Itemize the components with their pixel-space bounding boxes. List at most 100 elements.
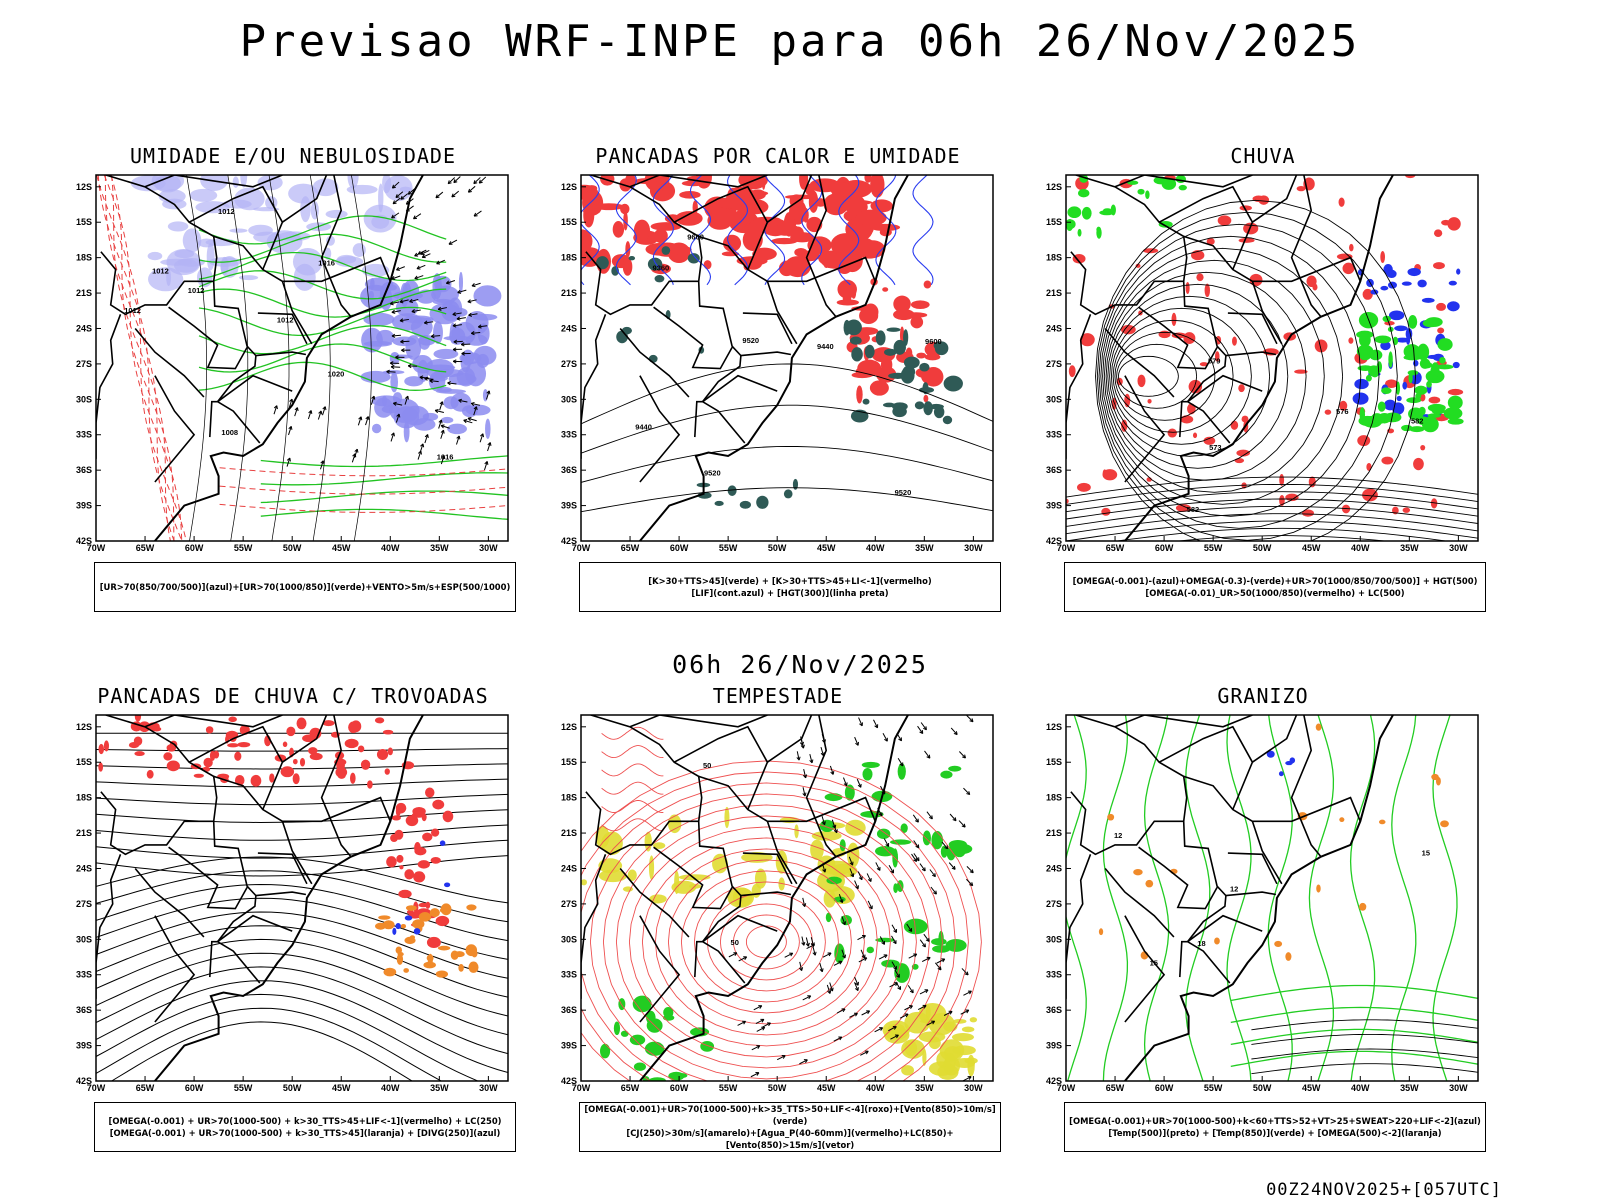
contour-label: 50 (731, 938, 739, 947)
contour-label: 12 (1114, 831, 1122, 840)
shaded-area (1167, 428, 1177, 438)
border-line (1252, 256, 1362, 283)
lat-label: 36S (76, 1005, 92, 1015)
lon-label: 70W (572, 1083, 591, 1093)
contour-label: 576 (1336, 407, 1349, 416)
lat-label: 30S (1046, 934, 1062, 944)
shaded-area (1426, 380, 1432, 388)
wind-vector (392, 181, 400, 189)
contour-label: 9520 (895, 488, 912, 497)
wind-vector-head (286, 457, 291, 462)
lat-label: 30S (561, 394, 577, 404)
shaded-area (1403, 354, 1422, 361)
wind-vector (796, 751, 800, 761)
border-line (144, 715, 283, 728)
wind-vector-head (908, 927, 913, 932)
shaded-area (412, 919, 425, 929)
shaded-area (905, 347, 913, 359)
shaded-area (969, 1017, 978, 1023)
wind-vector-head (390, 364, 395, 370)
lat-label: 30S (1046, 394, 1062, 404)
panel-title: UMIDADE E/OU NEBULOSIDADE (129, 144, 457, 168)
contour-label: 9600 (687, 232, 704, 241)
wind-vector-head (391, 184, 396, 189)
border-line (1138, 846, 1218, 910)
wind-vector (776, 1055, 786, 1061)
wind-vector (429, 380, 439, 383)
wind-vector (809, 754, 813, 763)
shaded-area (1420, 444, 1426, 451)
shaded-area (933, 405, 945, 419)
shaded-area (678, 874, 711, 881)
shaded-area (870, 223, 901, 232)
shaded-area (1447, 418, 1464, 425)
legend-line: [CJ(250)>30m/s](amarelo)+[Agua_P(40-60mm… (626, 1128, 954, 1150)
shaded-area (1342, 262, 1355, 275)
lat-label: 21S (561, 288, 577, 298)
wind-vector (803, 768, 807, 778)
border-line (1183, 235, 1283, 345)
contour-label: 582 (1187, 505, 1200, 514)
wind-vector-head (830, 770, 835, 775)
wind-vector-head (458, 398, 463, 403)
wind-vector (395, 191, 404, 198)
shaded-area (134, 715, 142, 722)
shaded-area (1413, 360, 1419, 367)
shaded-area (325, 209, 348, 219)
shaded-area (861, 761, 880, 768)
shaded-area (205, 726, 214, 734)
wind-vector-head (467, 188, 472, 193)
shaded-area (1421, 297, 1435, 303)
shaded-area (391, 313, 423, 331)
wind-vector-head (802, 792, 807, 797)
wind-vector-head (424, 376, 428, 381)
wind-vector-head (921, 867, 926, 872)
wind-vector-head (924, 989, 929, 994)
wind-vector-head (480, 433, 485, 438)
shaded-area (1435, 364, 1454, 370)
map-layer: 9600 9600 9520 9520 9440 9360 9440 9520 (581, 175, 993, 541)
shaded-area (910, 300, 930, 310)
shaded-area (1236, 449, 1251, 457)
wind-vector-head (487, 442, 492, 446)
legend-line: [OMEGA(-0.001)+UR>70(1000-500)+k>35_TTS>… (584, 1104, 996, 1126)
wind-vector (419, 376, 429, 379)
contour-line (96, 952, 508, 1036)
contour-line (581, 760, 982, 1081)
shaded-area (1407, 267, 1421, 277)
lat-label: 42S (561, 1076, 577, 1086)
border-line (154, 915, 196, 1023)
lat-label: 18S (76, 793, 92, 803)
shaded-area (856, 385, 863, 404)
wind-vector-head (438, 419, 443, 424)
shaded-area (1384, 399, 1397, 411)
shaded-area (845, 319, 862, 336)
wind-vector (836, 1008, 846, 1014)
shaded-area (628, 256, 636, 261)
border-line (1158, 185, 1254, 223)
shaded-area (886, 327, 901, 332)
shaded-area (918, 386, 935, 393)
wind-vector-head (827, 990, 832, 994)
lon-label: 30W (964, 1083, 983, 1093)
lat-label: 12S (1046, 722, 1062, 732)
shaded-area (239, 275, 259, 281)
shaded-area (404, 376, 424, 387)
shaded-area (1188, 379, 1203, 394)
wind-vector-head (885, 842, 890, 847)
wind-vector-head (760, 1018, 765, 1023)
shaded-area (473, 285, 502, 307)
wind-vector-head (441, 455, 446, 460)
wind-vector-head (811, 943, 816, 948)
shaded-area (292, 758, 298, 765)
border-line (1225, 351, 1277, 357)
shaded-area (625, 241, 631, 258)
wind-vector (912, 814, 919, 823)
border-line (639, 375, 681, 483)
border-line (1252, 796, 1362, 823)
contour-label: 50 (703, 761, 711, 770)
wind-vector-head (423, 320, 428, 325)
border-line (694, 940, 703, 978)
contour-line (96, 748, 508, 752)
wind-vector-head (477, 324, 482, 329)
